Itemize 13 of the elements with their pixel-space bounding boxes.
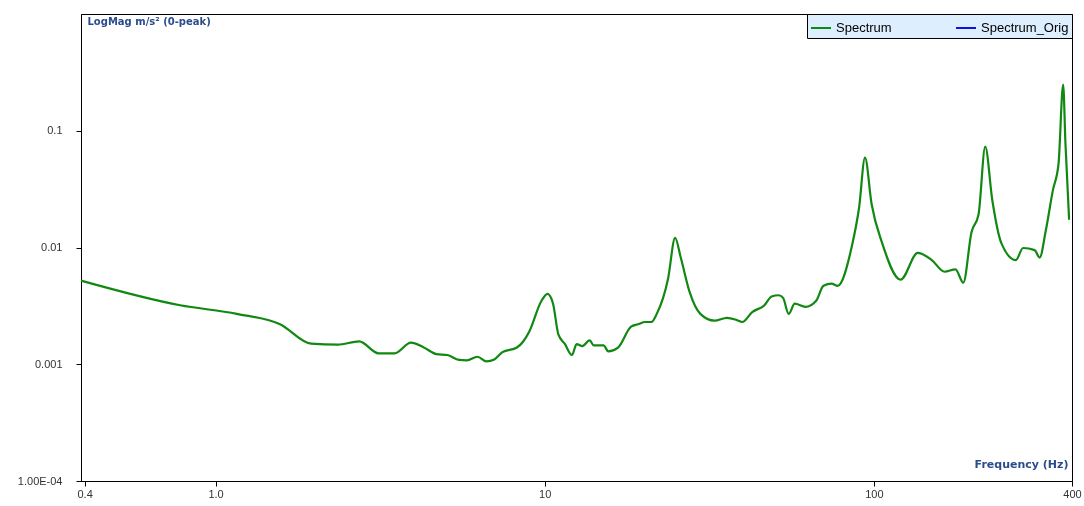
y-tick-label: 1.00E-04 xyxy=(17,474,63,487)
x-tick-label: 400 xyxy=(1063,487,1082,500)
y-tick-label: 0.001 xyxy=(34,357,63,370)
x-tick-label: 0.4 xyxy=(77,487,93,500)
legend-label: Spectrum_Orig xyxy=(981,20,1069,35)
x-tick-label: 1.0 xyxy=(208,487,224,500)
y-tick-label: 0.1 xyxy=(47,124,63,137)
x-tick-label: 100 xyxy=(865,487,884,500)
y-axis-title: LogMag m/s² (0-peak) xyxy=(87,15,211,27)
x-tick-label: 10 xyxy=(539,487,552,500)
x-axis-title: Frequency (Hz) xyxy=(974,457,1069,471)
y-tick-label: 0.01 xyxy=(41,241,63,253)
legend-label: Spectrum xyxy=(836,20,892,35)
